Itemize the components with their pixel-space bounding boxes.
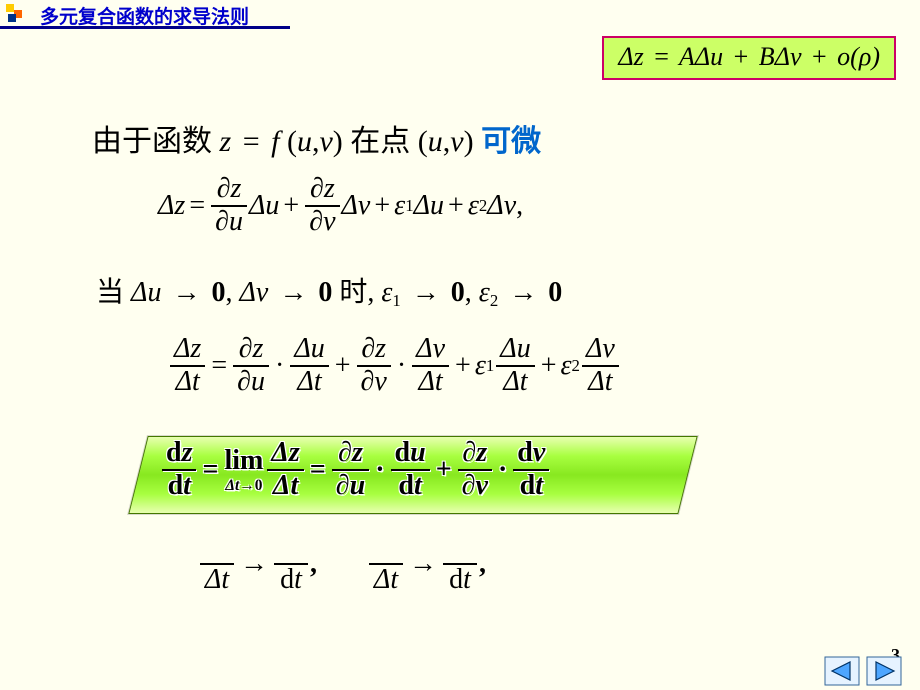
quotient-eq: ΔzΔt = ∂z∂u · ΔuΔt + ∂z∂v · ΔvΔt + ε1 Δu…: [168, 334, 621, 398]
header-title: 多元复合函数的求导法则: [40, 2, 249, 29]
text-since: 由于函数: [92, 125, 212, 158]
intro-line: 由于函数 z = f (u,v) 在点 (u,v) 可微: [92, 116, 541, 160]
text-at-point: 在点: [350, 125, 410, 158]
trailing-eq: Δt → dt , Δt → dt ,: [198, 532, 486, 596]
total-differential-eq: Δz = ∂z ∂u Δu + ∂z ∂v Δv + ε1 Δu + ε2 Δv…: [158, 174, 523, 238]
prev-button[interactable]: [824, 656, 860, 686]
text-differentiable: 可微: [481, 125, 541, 158]
next-button[interactable]: [866, 656, 902, 686]
frac-dz-dv: ∂z ∂v: [305, 174, 339, 238]
limit-condition-line: 当 Δu → 0, Δv → 0 时, ε1 → 0, ε2 → 0: [96, 270, 562, 311]
frac-dz-du: ∂z ∂u: [211, 174, 247, 238]
differential-definition-box: Δz = AΔu + BΔv + o(ρ): [602, 36, 896, 80]
chain-rule-result-eq: dzdt = limΔt→0 ΔzΔt = ∂z∂u · dudt + ∂z∂v…: [160, 438, 551, 502]
header-bullet-icon: [6, 4, 32, 22]
header-rule: [0, 26, 290, 29]
slide-header: 多元复合函数的求导法则: [0, 0, 920, 28]
nav-bar: [0, 652, 920, 690]
